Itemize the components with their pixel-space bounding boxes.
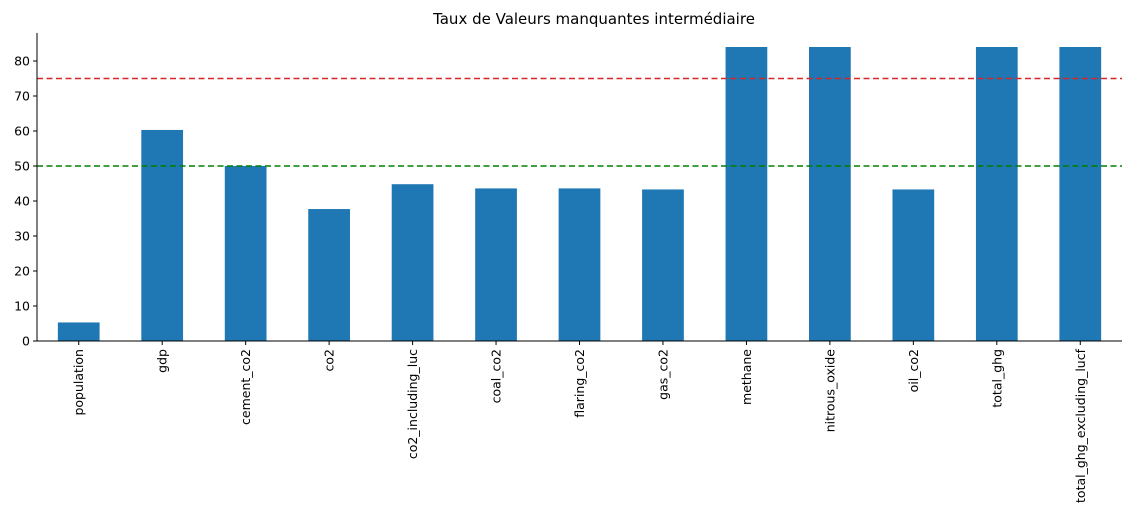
bar-oil-co2: [892, 189, 935, 341]
y-tick-label-0: 0: [22, 334, 30, 349]
x-tick-label-coal-co2: coal_co2: [489, 349, 504, 403]
x-tick-label-co2-including-luc: co2_including_luc: [405, 349, 420, 459]
y-tick-label-40: 40: [14, 194, 30, 209]
bar-co2: [308, 209, 350, 341]
y-axis: 0 10 20 30 40 50 60 70 80: [14, 33, 38, 349]
bar-co2-including-luc: [391, 184, 434, 341]
x-tick-label-gdp: gdp: [155, 349, 170, 373]
bar-coal-co2: [475, 188, 517, 341]
bar-cement-co2: [224, 166, 267, 341]
bar-population: [57, 322, 100, 341]
y-tick-label-50: 50: [14, 159, 30, 174]
bar-gas-co2: [642, 189, 684, 341]
x-tick-label-flaring-co2: flaring_co2: [572, 349, 587, 418]
y-tick-label-30: 30: [14, 229, 30, 244]
bar-flaring-co2: [558, 188, 601, 341]
x-tick-label-population: population: [71, 349, 86, 416]
x-tick-label-gas-co2: gas_co2: [655, 349, 670, 400]
y-tick-label-80: 80: [14, 54, 30, 69]
bars-group: [57, 47, 1102, 341]
chart-title: Taux de Valeurs manquantes intermédiaire: [432, 10, 755, 28]
y-tick-label-60: 60: [14, 124, 30, 139]
bar-gdp: [141, 129, 184, 341]
bar-total-ghg-excluding-lucf: [1059, 47, 1102, 341]
bar-methane: [725, 47, 768, 341]
x-tick-label-oil-co2: oil_co2: [906, 349, 921, 392]
x-axis: population gdp cement_co2 co2 co2_including_…: [37, 340, 1122, 503]
y-tick-label-10: 10: [14, 299, 30, 314]
reference-lines: [37, 77, 1122, 167]
y-tick-label-20: 20: [14, 264, 30, 279]
x-tick-label-co2: co2: [322, 349, 337, 371]
x-tick-label-methane: methane: [739, 349, 754, 405]
bar-nitrous-oxide: [809, 47, 851, 341]
x-tick-label-nitrous-oxide: nitrous_oxide: [822, 349, 837, 433]
bar-total-ghg: [975, 47, 1018, 341]
x-tick-label-total-ghg: total_ghg: [989, 349, 1004, 408]
y-tick-label-70: 70: [14, 89, 30, 104]
x-tick-label-cement-co2: cement_co2: [238, 349, 253, 425]
x-tick-label-total-ghg-excluding-lucf: total_ghg_excluding_lucf: [1073, 348, 1088, 503]
